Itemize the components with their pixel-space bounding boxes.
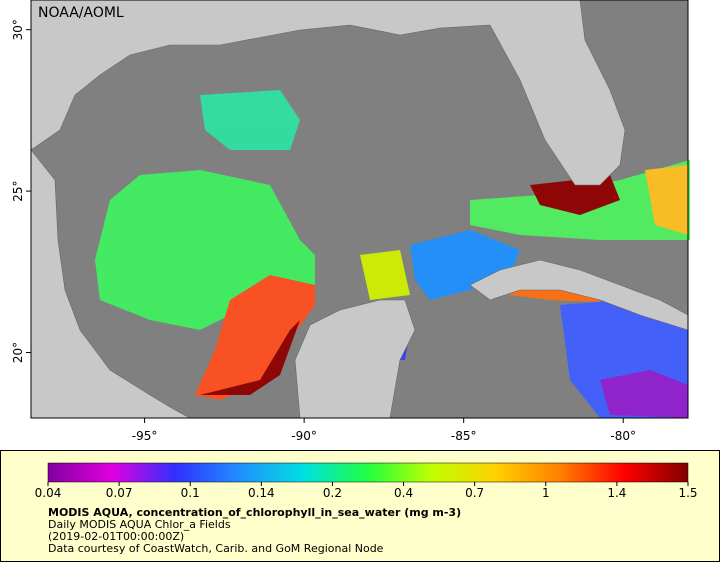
patch [360,250,410,300]
patch [600,370,688,418]
colorbar-tick-label: 0.2 [323,486,342,500]
patch [195,275,315,400]
patch [410,230,520,300]
colorbar-tick-label: 0.14 [248,486,275,500]
caption-line: Data courtesy of CoastWatch, Carib. and … [48,542,384,555]
yucatan [294,299,416,419]
land [30,0,689,419]
x-tick-label: -90° [291,429,317,443]
colorbar-tick-label: 0.4 [394,486,413,500]
north-america [30,0,626,186]
colorbar-tick-label: 0.04 [35,486,62,500]
patch [200,90,300,150]
colorbar-tick-label: 0.7 [465,486,484,500]
colorbar-tick-label: 1.4 [607,486,626,500]
caption-line: Daily MODIS AQUA Chlor_a Fields [48,518,231,531]
colorbar [47,462,689,483]
colorbar-tick-label: 0.1 [181,486,200,500]
patch [200,320,300,395]
map-frame [30,0,689,419]
x-tick-label: -95° [132,429,158,443]
caption-line: (2019-02-01T00:00:00Z) [48,530,184,543]
caption-line: MODIS AQUA, concentration_of_chlorophyll… [48,506,461,519]
y-tick-label: 20° [11,342,25,363]
colorbar-tick-label: 1 [542,486,550,500]
y-tick-label: 25° [11,180,25,201]
colorbar-tick-label: 0.07 [106,486,133,500]
colorbar-tick-label: 1.5 [678,486,697,500]
x-tick-label: -80° [610,429,636,443]
map-title: NOAA/AOML [38,5,124,21]
patch [645,165,688,235]
map: NOAA/AOML [30,0,690,419]
y-tick-label: 30° [11,19,25,40]
x-tick-label: -85° [451,429,477,443]
chlorophyll [95,90,690,418]
